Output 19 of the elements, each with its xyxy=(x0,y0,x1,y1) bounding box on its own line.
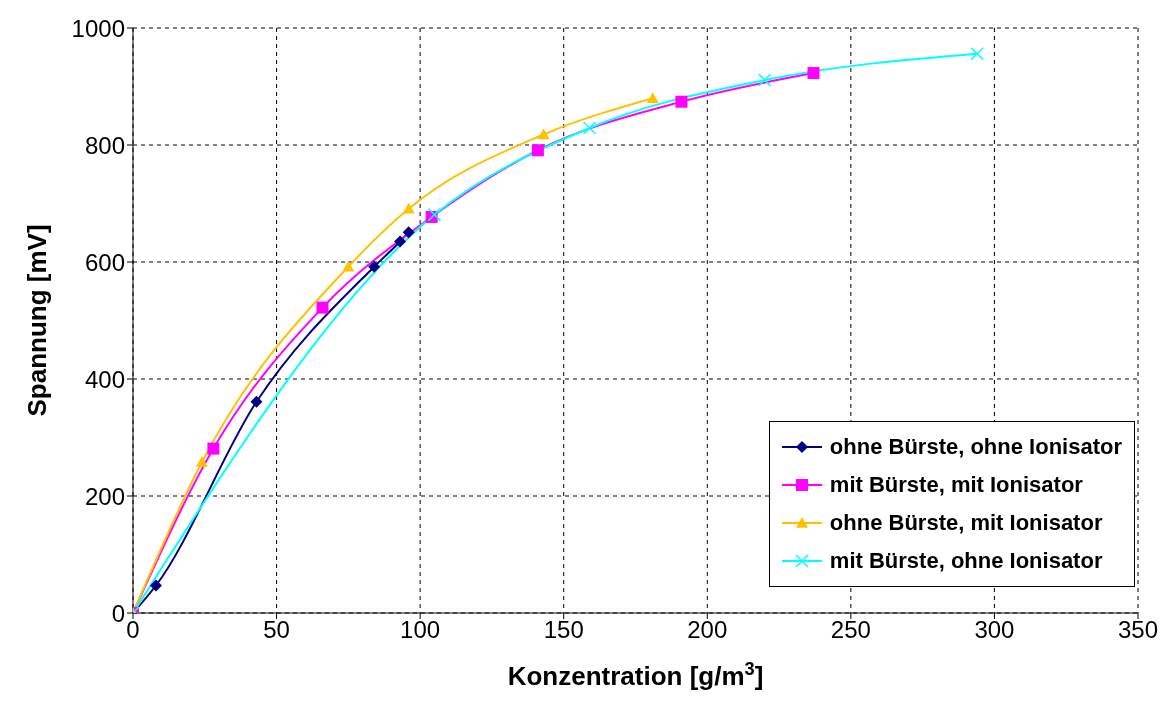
y-tick-label: 0 xyxy=(111,599,125,627)
y-tick-label: 1000 xyxy=(71,14,125,42)
x-tick-label: 300 xyxy=(974,616,1015,644)
y-tick-label: 200 xyxy=(84,482,125,510)
legend-label: ohne Bürste, mit Ionisator xyxy=(829,509,1103,537)
x-tick-label: 350 xyxy=(1117,616,1159,644)
x-tick-label: 100 xyxy=(400,616,441,644)
x-tick-label: 150 xyxy=(543,616,584,644)
legend-label: mit Bürste, mit Ionisator xyxy=(829,471,1083,499)
y-tick-label: 600 xyxy=(84,248,125,276)
y-tick-label: 400 xyxy=(84,365,125,393)
x-tick-label: 200 xyxy=(687,616,728,644)
legend-label: ohne Bürste, ohne Ionisator xyxy=(829,433,1122,461)
x-tick-label: 250 xyxy=(830,616,871,644)
y-axis-title: Spannung [mV] xyxy=(22,224,52,417)
y-tick-label: 800 xyxy=(84,131,125,159)
legend-label: mit Bürste, ohne Ionisator xyxy=(829,547,1103,575)
x-axis-title: Konzentration [g/m$^{3}$] xyxy=(507,659,764,691)
x-tick-label: 50 xyxy=(263,616,290,644)
